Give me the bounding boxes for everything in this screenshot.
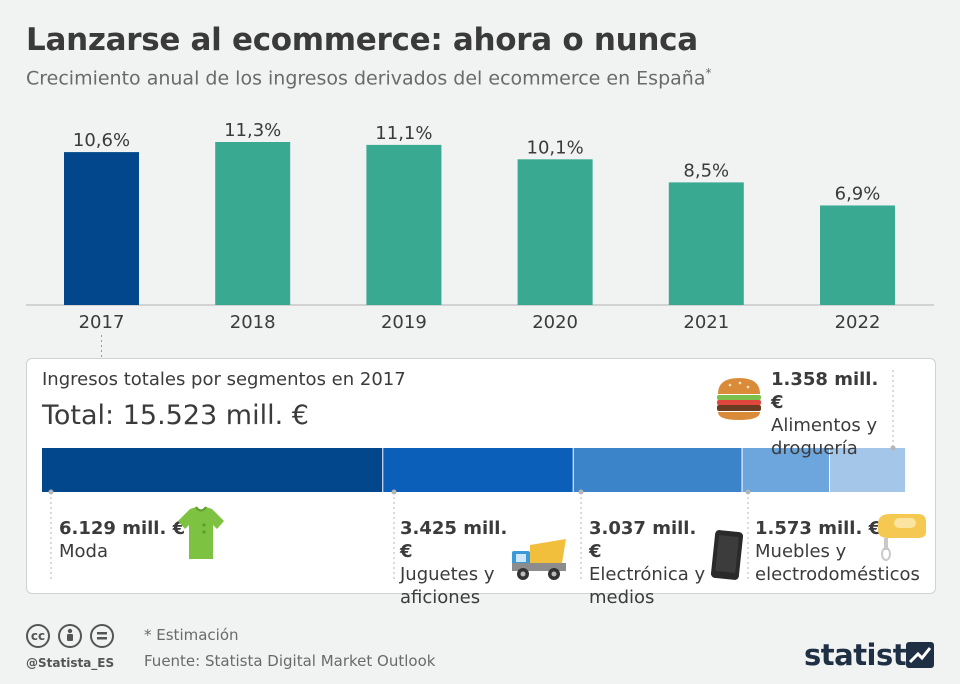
segment-value: 3.037 mill. € bbox=[589, 518, 697, 562]
segments-total: Total: 15.523 mill. € bbox=[42, 400, 309, 431]
bar-2017 bbox=[64, 152, 139, 305]
bar-2022 bbox=[820, 205, 895, 305]
subtitle-text: Crecimiento anual de los ingresos deriva… bbox=[26, 67, 706, 90]
hand-mixer-icon bbox=[878, 514, 926, 561]
by-icon bbox=[58, 624, 82, 648]
segment-name: Juguetes y aficiones bbox=[400, 564, 495, 608]
x-tick-label-2021: 2021 bbox=[683, 312, 729, 333]
data-label-2018: 11,3% bbox=[224, 120, 281, 141]
cc-icon: cc bbox=[26, 624, 50, 648]
data-label-2019: 11,1% bbox=[375, 123, 432, 144]
footnote: * Estimación bbox=[144, 626, 239, 644]
subtitle-asterisk: * bbox=[705, 66, 712, 80]
segment-value: 1.358 mill. € bbox=[771, 369, 879, 413]
bar-2020 bbox=[517, 159, 593, 305]
nd-icon bbox=[90, 624, 114, 648]
segments-title: Ingresos totales por segmentos en 2017 bbox=[42, 369, 406, 390]
segment-name: Electrónica y medios bbox=[589, 564, 706, 608]
data-label-2017: 10,6% bbox=[73, 130, 130, 151]
segment-name: Moda bbox=[59, 541, 108, 562]
x-tick-label-2020: 2020 bbox=[532, 312, 578, 333]
x-tick-label-2019: 2019 bbox=[381, 312, 427, 333]
x-tick-label-2018: 2018 bbox=[230, 312, 276, 333]
bar-2021 bbox=[668, 182, 744, 305]
segment-label-muebles: 1.573 mill. € Muebles y electrodoméstico… bbox=[755, 517, 933, 586]
smartphone-icon bbox=[710, 530, 744, 580]
statista-logo-icon bbox=[906, 642, 934, 668]
dump-truck-icon bbox=[512, 539, 566, 580]
segment-name: Muebles y electrodomésticos bbox=[755, 541, 920, 585]
source-text: Fuente: Statista Digital Market Outlook bbox=[144, 652, 436, 670]
segment-label-moda: 6.129 mill. € Moda bbox=[59, 517, 185, 563]
statista-logo: statista bbox=[804, 638, 926, 672]
segment-name: Alimentos y droguería bbox=[771, 415, 878, 459]
segment-label-juguetes: 3.425 mill. € Juguetes y aficiones bbox=[400, 517, 510, 609]
segment-label-alimentos: 1.358 mill. € Alimentos y droguería bbox=[771, 368, 895, 460]
burger-icon bbox=[717, 378, 761, 420]
data-label-2021: 8,5% bbox=[683, 160, 729, 181]
shirt-icon bbox=[178, 506, 224, 559]
x-tick-label-2017: 2017 bbox=[79, 312, 125, 333]
data-label-2022: 6,9% bbox=[835, 183, 881, 204]
segment-label-electronica: 3.037 mill. € Electrónica y medios bbox=[589, 517, 711, 609]
page-title: Lanzarse al ecommerce: ahora o nunca bbox=[26, 22, 698, 58]
bar-2019 bbox=[366, 144, 442, 305]
x-tick-label-2022: 2022 bbox=[835, 312, 881, 333]
bar-2018 bbox=[215, 142, 291, 305]
segment-value: 3.425 mill. € bbox=[400, 518, 508, 562]
segment-value: 6.129 mill. € bbox=[59, 518, 186, 539]
data-label-2020: 10,1% bbox=[527, 137, 584, 158]
social-handle: @Statista_ES bbox=[26, 656, 115, 670]
growth-bar-chart: 10,6% 2017 11,3% 2018 11,1% 2019 10,1% 2020 8,5%… bbox=[26, 120, 934, 360]
segment-value: 1.573 mill. € bbox=[755, 518, 882, 539]
page-subtitle: Crecimiento anual de los ingresos deriva… bbox=[26, 66, 711, 89]
